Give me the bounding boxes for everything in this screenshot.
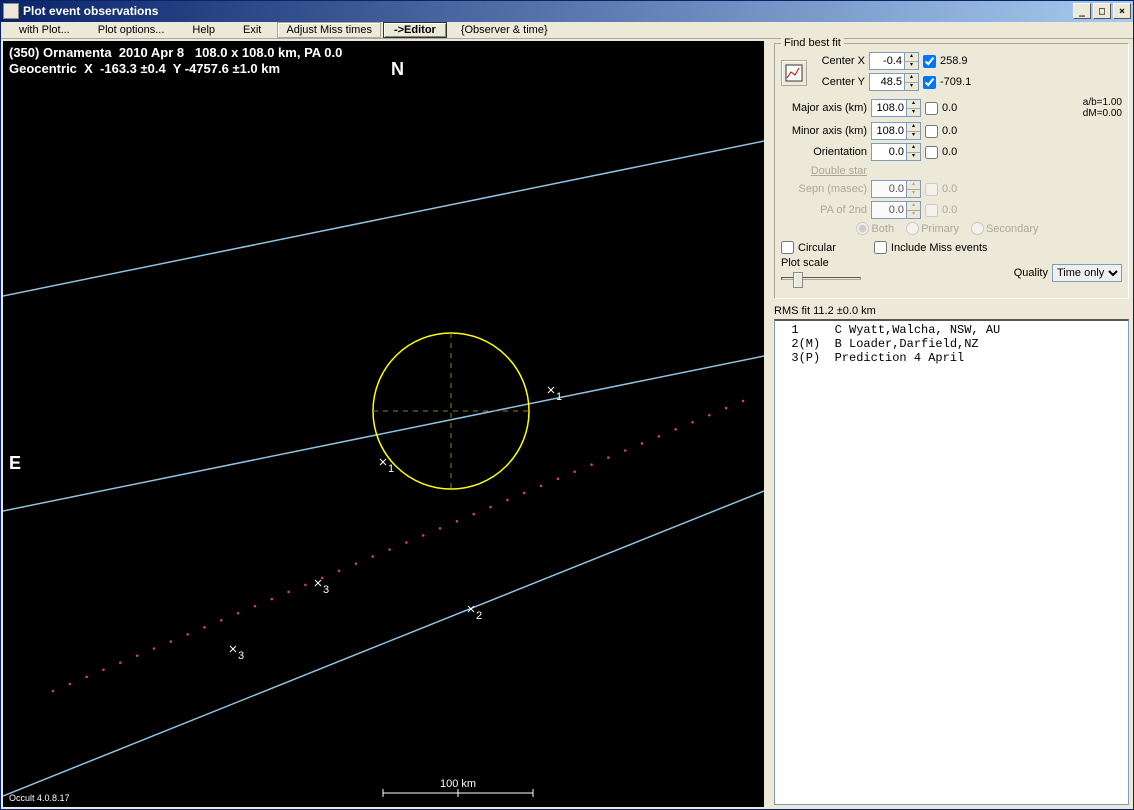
plot-scale-slider[interactable] — [781, 269, 861, 289]
quality-label: Quality — [1014, 267, 1048, 279]
centerx-label: Center X — [815, 55, 865, 67]
svg-text:2: 2 — [476, 610, 482, 622]
include-miss-label: Include Miss events — [891, 242, 988, 254]
centery-value: -709.1 — [940, 76, 971, 88]
observer-list[interactable]: 1 C Wyatt,Walcha, NSW, AU 2(M) B Loader,… — [774, 319, 1129, 805]
menu-exit[interactable]: Exit — [229, 22, 275, 38]
content-area: 1 1 2 3 3 100 km (350) Ornamenta 2010 Apr 8 1… — [1, 39, 1133, 809]
adjust-miss-button[interactable]: Adjust Miss times — [277, 22, 381, 38]
centery-input[interactable]: ▴▾ — [869, 73, 919, 91]
sepn-value: 0.0 — [942, 183, 957, 195]
orient-label: Orientation — [781, 146, 867, 158]
circular-label: Circular — [798, 242, 836, 254]
plot-scale-label: Plot scale — [781, 257, 1010, 269]
pa2-label: PA of 2nd — [781, 204, 867, 216]
north-label: N — [391, 59, 404, 80]
centerx-checkbox[interactable] — [923, 55, 936, 68]
rms-label: RMS fit 11.2 ±0.0 km — [774, 305, 1129, 317]
menu-with-plot[interactable]: with Plot... — [5, 22, 84, 38]
maximize-button[interactable]: □ — [1093, 3, 1111, 19]
double-star-label: Double star — [781, 165, 867, 177]
major-checkbox[interactable] — [925, 102, 938, 115]
minor-checkbox[interactable] — [925, 125, 938, 138]
east-label: E — [9, 453, 21, 474]
main-window: Plot event observations _ □ × with Plot.… — [0, 0, 1134, 810]
close-button[interactable]: × — [1113, 3, 1131, 19]
svg-text:3: 3 — [323, 584, 329, 596]
app-icon — [3, 3, 19, 19]
svg-text:3: 3 — [238, 650, 244, 662]
minimize-button[interactable]: _ — [1073, 3, 1091, 19]
orient-value: 0.0 — [942, 146, 957, 158]
plot-canvas: 1 1 2 3 3 100 km (350) Ornamenta 2010 Apr 8 1… — [3, 41, 764, 807]
plot-title-2: Geocentric X -163.3 ±0.4 Y -4757.6 ±1.0 … — [9, 61, 280, 76]
pa2-value: 0.0 — [942, 204, 957, 216]
chart-icon — [785, 64, 803, 82]
centerx-input[interactable]: ▴▾ — [869, 52, 919, 70]
version-label: Occult 4.0.8.17 — [9, 793, 70, 803]
svg-text:1: 1 — [556, 391, 562, 403]
find-best-fit-group: Find best fit Center X ▴▾ 258.9 Ce — [774, 43, 1129, 299]
sepn-label: Sepn (masec) — [781, 183, 867, 195]
minor-value: 0.0 — [942, 125, 957, 137]
quality-select[interactable]: Time only — [1052, 264, 1122, 282]
major-input[interactable]: ▴▾ — [871, 99, 921, 117]
centerx-value: 258.9 — [940, 55, 968, 67]
menu-observer[interactable]: {Observer & time} — [447, 22, 562, 38]
menu-help[interactable]: Help — [178, 22, 229, 38]
group-title: Find best fit — [781, 37, 844, 49]
circular-checkbox[interactable] — [781, 241, 794, 254]
sepn-input: ▴▾ — [871, 180, 921, 198]
major-label: Major axis (km) — [781, 102, 867, 114]
centery-label: Center Y — [815, 76, 865, 88]
minor-label: Minor axis (km) — [781, 125, 867, 137]
orient-input[interactable]: ▴▾ — [871, 143, 921, 161]
window-title: Plot event observations — [23, 4, 1071, 18]
svg-text:100 km: 100 km — [440, 778, 476, 790]
radio-both: Both — [856, 222, 894, 235]
major-value: 0.0 — [942, 102, 957, 114]
titlebar: Plot event observations _ □ × — [1, 1, 1133, 22]
dm-value: dM=0.00 — [1083, 108, 1122, 119]
menu-plot-options[interactable]: Plot options... — [84, 22, 179, 38]
include-miss-checkbox[interactable] — [874, 241, 887, 254]
radio-secondary: Secondary — [971, 222, 1039, 235]
svg-text:1: 1 — [388, 463, 394, 475]
centery-checkbox[interactable] — [923, 76, 936, 89]
pa2-input: ▴▾ — [871, 201, 921, 219]
sepn-checkbox — [925, 183, 938, 196]
pa2-checkbox — [925, 204, 938, 217]
right-panel: Find best fit Center X ▴▾ 258.9 Ce — [766, 39, 1133, 809]
plot-svg: 1 1 2 3 3 100 km — [3, 41, 764, 807]
minor-input[interactable]: ▴▾ — [871, 122, 921, 140]
ab-ratio: a/b=1.00 — [1083, 97, 1122, 108]
orient-checkbox[interactable] — [925, 146, 938, 159]
menubar: with Plot... Plot options... Help Exit A… — [1, 22, 1133, 39]
radio-primary: Primary — [906, 222, 959, 235]
plot-title-1: (350) Ornamenta 2010 Apr 8 108.0 x 108.0… — [9, 45, 342, 60]
fit-icon-button[interactable] — [781, 60, 807, 86]
editor-button[interactable]: ->Editor — [383, 22, 447, 38]
